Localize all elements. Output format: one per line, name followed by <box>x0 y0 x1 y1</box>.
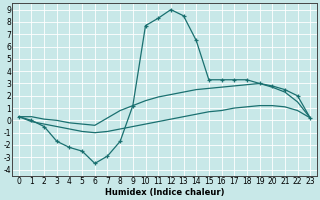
X-axis label: Humidex (Indice chaleur): Humidex (Indice chaleur) <box>105 188 224 197</box>
